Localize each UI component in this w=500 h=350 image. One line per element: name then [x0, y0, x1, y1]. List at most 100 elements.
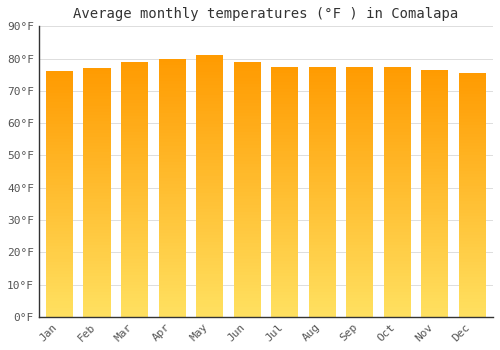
Bar — [271, 245, 298, 248]
Bar — [422, 221, 448, 224]
Bar — [84, 68, 110, 71]
Bar — [384, 145, 411, 148]
Bar — [271, 89, 298, 92]
Bar — [234, 234, 260, 237]
Bar — [158, 58, 186, 62]
Bar — [46, 265, 73, 268]
Bar — [308, 254, 336, 257]
Bar — [271, 101, 298, 104]
Bar — [158, 275, 186, 278]
Bar — [422, 227, 448, 230]
Bar — [84, 270, 110, 273]
Bar — [196, 314, 223, 317]
Bar — [422, 249, 448, 252]
Bar — [271, 129, 298, 132]
Bar — [196, 304, 223, 307]
Bar — [422, 166, 448, 169]
Bar — [46, 167, 73, 170]
Bar — [346, 214, 374, 217]
Bar — [346, 207, 374, 210]
Bar — [422, 206, 448, 209]
Bar — [196, 98, 223, 101]
Bar — [158, 172, 186, 175]
Bar — [384, 214, 411, 217]
Bar — [234, 228, 260, 231]
Bar — [46, 289, 73, 292]
Bar — [46, 148, 73, 151]
Bar — [46, 197, 73, 200]
Bar — [308, 145, 336, 148]
Bar — [46, 249, 73, 252]
Bar — [121, 75, 148, 78]
Bar — [234, 145, 260, 148]
Bar — [196, 219, 223, 222]
Bar — [308, 123, 336, 126]
Bar — [271, 210, 298, 214]
Bar — [46, 111, 73, 114]
Bar — [46, 243, 73, 246]
Bar — [422, 215, 448, 218]
Bar — [422, 70, 448, 73]
Bar — [84, 143, 110, 146]
Bar — [384, 92, 411, 95]
Bar — [308, 229, 336, 232]
Bar — [271, 286, 298, 289]
Bar — [384, 113, 411, 117]
Bar — [84, 121, 110, 124]
Bar — [46, 194, 73, 197]
Bar — [121, 141, 148, 145]
Bar — [121, 183, 148, 186]
Bar — [234, 68, 260, 71]
Bar — [384, 204, 411, 207]
Bar — [308, 292, 336, 295]
Bar — [346, 182, 374, 186]
Bar — [459, 201, 486, 204]
Bar — [196, 229, 223, 232]
Bar — [84, 99, 110, 103]
Bar — [84, 301, 110, 304]
Bar — [422, 233, 448, 237]
Bar — [84, 286, 110, 289]
Bar — [234, 154, 260, 158]
Bar — [346, 117, 374, 120]
Bar — [158, 184, 186, 188]
Bar — [84, 304, 110, 308]
Bar — [196, 58, 223, 62]
Bar — [384, 310, 411, 314]
Bar — [158, 75, 186, 78]
Bar — [84, 233, 110, 236]
Bar — [422, 267, 448, 271]
Bar — [234, 116, 260, 119]
Bar — [196, 206, 223, 209]
Bar — [422, 283, 448, 286]
Bar — [384, 126, 411, 129]
Bar — [308, 95, 336, 98]
Bar — [234, 138, 260, 141]
Bar — [234, 221, 260, 224]
Bar — [459, 116, 486, 119]
Bar — [84, 71, 110, 75]
Bar — [46, 78, 73, 80]
Bar — [346, 257, 374, 260]
Bar — [459, 231, 486, 235]
Bar — [459, 113, 486, 116]
Bar — [271, 70, 298, 73]
Bar — [459, 110, 486, 113]
Bar — [196, 72, 223, 75]
Bar — [84, 208, 110, 211]
Bar — [422, 193, 448, 196]
Bar — [46, 179, 73, 182]
Bar — [158, 314, 186, 317]
Bar — [234, 304, 260, 307]
Bar — [384, 251, 411, 254]
Bar — [196, 232, 223, 235]
Bar — [308, 220, 336, 223]
Bar — [384, 226, 411, 229]
Bar — [308, 270, 336, 273]
Bar — [384, 82, 411, 85]
Bar — [158, 217, 186, 220]
Bar — [121, 256, 148, 259]
Bar — [234, 106, 260, 110]
Bar — [46, 209, 73, 212]
Bar — [422, 113, 448, 116]
